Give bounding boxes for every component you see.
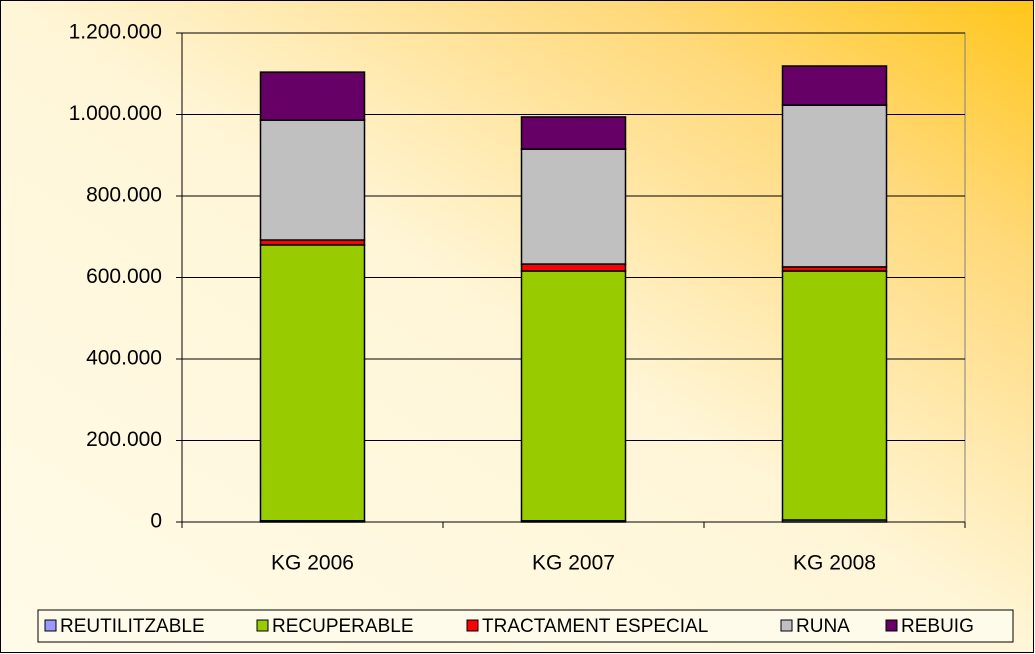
legend-swatch — [256, 619, 269, 632]
legend-label: REBUIG — [901, 616, 974, 637]
x-tick-label: KG 2008 — [793, 552, 876, 575]
y-tick-label: 400.000 — [86, 347, 162, 370]
y-tick-label: 0 — [150, 510, 162, 533]
y-tick-label: 600.000 — [86, 265, 162, 288]
legend-label: RUNA — [796, 616, 850, 637]
bar-segment — [259, 119, 366, 241]
y-tick-label: 1.000.000 — [69, 102, 162, 125]
x-tick-label: KG 2007 — [532, 552, 615, 575]
bar-segment — [520, 263, 627, 272]
y-tick-label: 1.200.000 — [69, 21, 162, 44]
legend-swatch — [44, 619, 57, 632]
y-tick-label: 200.000 — [86, 428, 162, 451]
bar-segment — [520, 116, 627, 150]
legend-swatch — [885, 619, 898, 632]
x-tick-label: KG 2006 — [271, 552, 354, 575]
bar-segment — [259, 71, 366, 121]
legend-swatch — [466, 619, 479, 632]
legend-label: RECUPERABLE — [272, 616, 414, 637]
legend-label: TRACTAMENT ESPECIAL — [482, 616, 708, 637]
bar-segment — [781, 104, 888, 268]
bar-segment — [520, 148, 627, 265]
legend-box — [37, 609, 1014, 643]
bar-segment — [520, 270, 627, 522]
y-tick-label: 800.000 — [86, 184, 162, 207]
legend-label: REUTILITZABLE — [60, 616, 205, 637]
legend-swatch — [780, 619, 793, 632]
bar-segment — [781, 65, 888, 106]
bar-segment — [781, 270, 888, 521]
bar-segment — [259, 244, 366, 522]
